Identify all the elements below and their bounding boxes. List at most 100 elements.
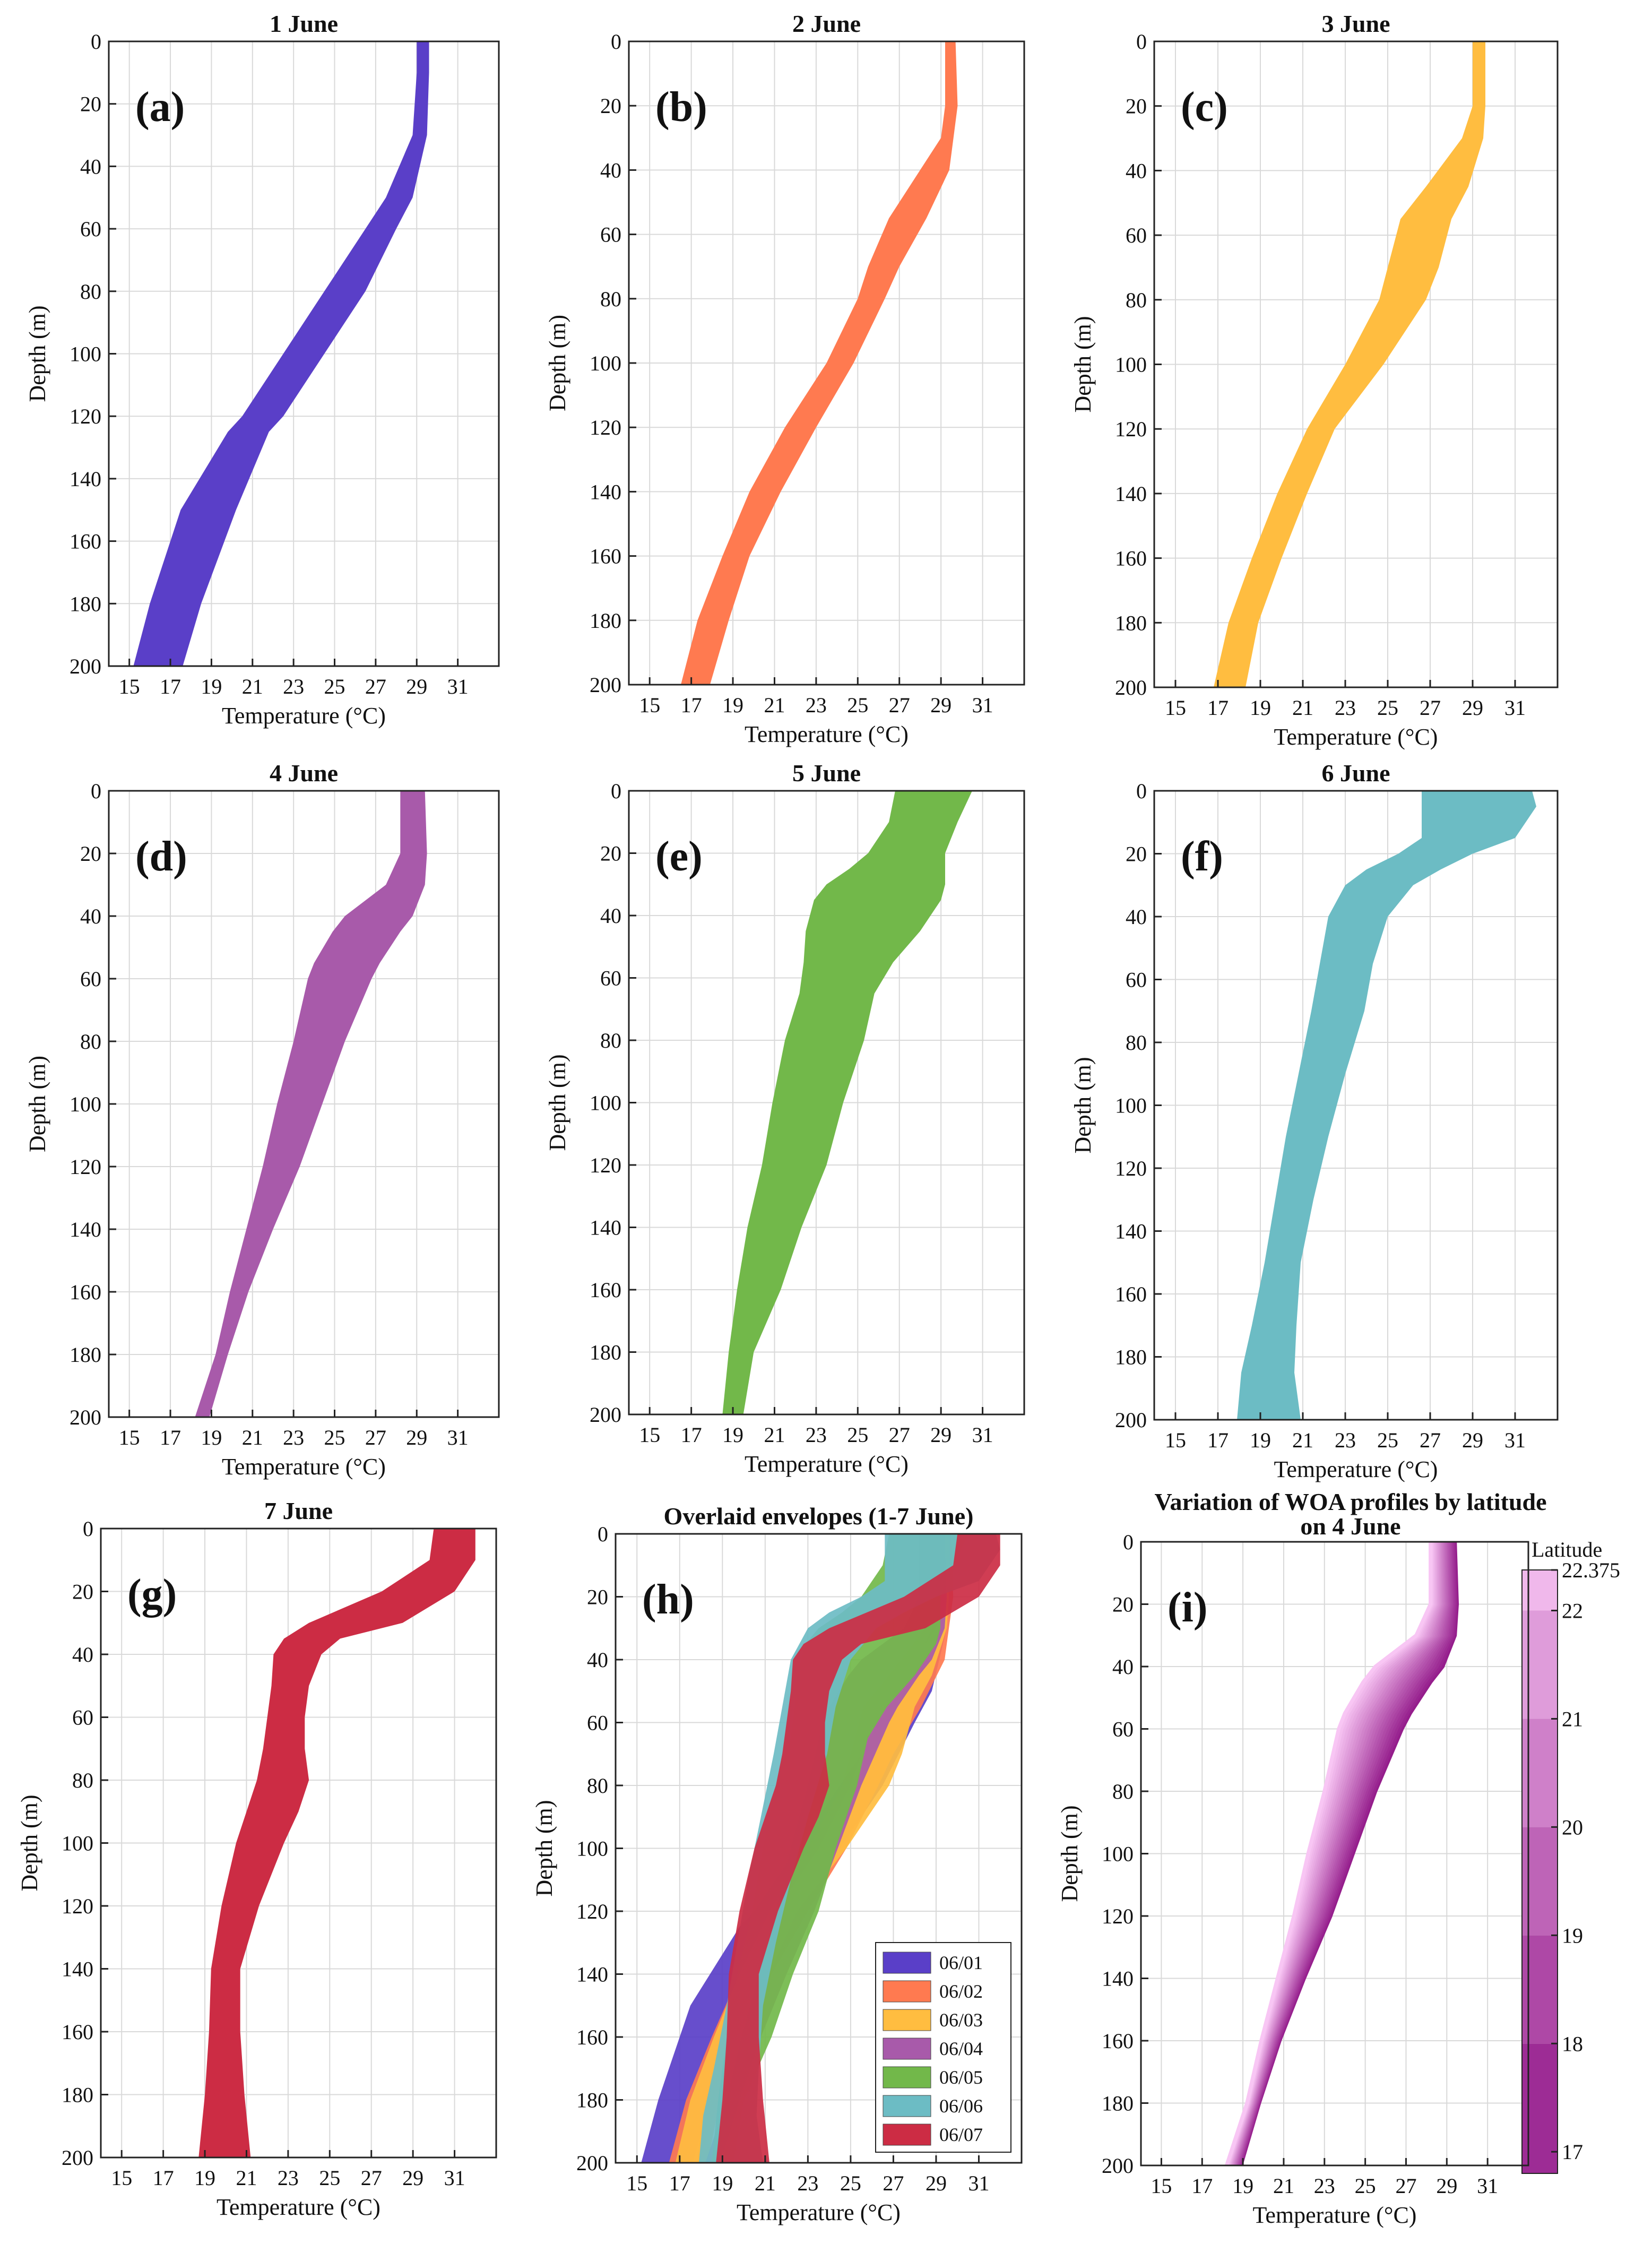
legend-swatch <box>883 2066 931 2088</box>
y-tick-label: 60 <box>1126 223 1147 247</box>
x-tick-label: 27 <box>365 1426 386 1449</box>
colorbar-tick-label: 19 <box>1562 1923 1583 1947</box>
y-tick-label: 20 <box>1126 842 1147 866</box>
y-tick-label: 160 <box>1115 547 1147 571</box>
x-tick-label: 25 <box>1377 696 1398 720</box>
panel-title: 3 June <box>1321 10 1390 37</box>
panel-f: 15 17 19 21 23 25 27 29 31 0 20 40 60 80 100 120 140 160 1… <box>1070 759 1559 1482</box>
panel-c: 15 17 19 21 23 25 27 29 31 0 20 40 60 80 100 120 140 160 1… <box>1070 10 1559 750</box>
y-tick-label: 200 <box>1102 2154 1134 2178</box>
panel-label: (f) <box>1181 833 1223 880</box>
y-axis-label: Depth (m) <box>1070 316 1096 412</box>
x-tick-label: 17 <box>160 1426 181 1449</box>
y-tick-label: 180 <box>62 2083 93 2107</box>
y-tick-label: 40 <box>600 904 621 928</box>
y-tick-label: 0 <box>611 779 621 803</box>
y-tick-label: 140 <box>590 480 621 504</box>
legend-swatch <box>883 2009 931 2031</box>
y-tick-label: 0 <box>91 779 101 803</box>
x-tick-label: 27 <box>883 2171 904 2195</box>
panel-label: (a) <box>135 84 185 131</box>
y-tick-label: 120 <box>70 1155 101 1179</box>
y-tick-label: 200 <box>62 2146 93 2170</box>
x-tick-label: 25 <box>319 2166 340 2190</box>
y-tick-label: 140 <box>70 1218 101 1241</box>
y-tick-label: 0 <box>83 1517 93 1541</box>
y-tick-label: 80 <box>1126 288 1147 312</box>
panel-label: (b) <box>655 84 707 131</box>
panel-e: 15 17 19 21 23 25 27 29 31 0 20 40 60 80 100 120 140 160 1… <box>544 759 1025 1477</box>
y-tick-label: 60 <box>1112 1717 1134 1741</box>
temperature-envelope <box>1214 41 1485 687</box>
x-tick-label: 15 <box>626 2171 647 2195</box>
y-tick-label: 140 <box>62 1957 93 1981</box>
legend-entry: 06/01 <box>939 1952 983 1973</box>
x-tick-label: 25 <box>1355 2174 1376 2198</box>
x-tick-label: 21 <box>1292 1428 1313 1452</box>
x-tick-label: 15 <box>1165 696 1186 720</box>
temperature-envelope <box>133 41 429 666</box>
colorbar-segment <box>1522 1570 1558 1611</box>
y-tick-label: 140 <box>590 1216 621 1240</box>
x-tick-label: 21 <box>764 1423 785 1447</box>
panel-title-line2: on 4 June <box>1300 1513 1400 1540</box>
x-tick-label: 31 <box>1504 1428 1526 1452</box>
x-tick-label: 19 <box>722 693 743 717</box>
x-tick-label: 25 <box>324 1426 345 1449</box>
legend-entry: 06/07 <box>939 2124 983 2145</box>
x-tick-label: 19 <box>1250 1428 1271 1452</box>
x-tick-label: 31 <box>447 675 469 698</box>
panel-label: (e) <box>655 833 703 880</box>
x-tick-label: 23 <box>283 1426 304 1449</box>
x-tick-label: 17 <box>681 693 702 717</box>
temperature-envelope <box>681 41 958 685</box>
legend-swatch <box>883 2095 931 2117</box>
y-tick-label: 100 <box>70 1092 101 1116</box>
x-axis-label: Temperature (°C) <box>217 2194 380 2220</box>
panel-label: (h) <box>642 1576 694 1623</box>
y-tick-label: 160 <box>1115 1282 1147 1306</box>
y-tick-label: 20 <box>600 842 621 866</box>
x-tick-label: 23 <box>1314 2174 1335 2198</box>
y-axis-label: Depth (m) <box>544 1054 570 1151</box>
panel-d: 15 17 19 21 23 25 27 29 31 0 20 40 60 80 100 120 140 160 1… <box>24 759 500 1480</box>
panel-title: Variation of WOA profiles by latitude <box>1154 1488 1546 1515</box>
y-tick-label: 20 <box>600 94 621 118</box>
y-tick-label: 80 <box>587 1774 608 1798</box>
y-tick-label: 140 <box>1115 1220 1147 1244</box>
y-axis-label: Depth (m) <box>24 1056 50 1152</box>
x-tick-label: 21 <box>1292 696 1313 720</box>
colorbar-frame <box>1521 1569 1558 2174</box>
panel-g: 15 17 19 21 23 25 27 29 31 0 20 40 60 80 100 120 140 160 1… <box>16 1497 497 2220</box>
y-tick-label: 40 <box>72 1643 93 1667</box>
x-tick-label: 27 <box>1420 696 1441 720</box>
y-tick-label: 200 <box>590 1403 621 1427</box>
x-tick-label: 31 <box>972 1423 993 1447</box>
x-tick-label: 31 <box>972 693 993 717</box>
y-tick-label: 120 <box>576 1900 608 1923</box>
y-tick-label: 140 <box>70 467 101 491</box>
panel-a: 15 17 19 21 23 25 27 29 31 0 20 40 60 80 100 120 140 160 1… <box>24 10 500 729</box>
colorbar-tick-label: 21 <box>1562 1707 1583 1731</box>
y-tick-label: 180 <box>590 609 621 633</box>
y-tick-label: 160 <box>70 530 101 554</box>
colorbar-tick-label: 22.375 <box>1562 1558 1620 1582</box>
x-axis-label: Temperature (°C) <box>737 2199 901 2225</box>
x-tick-label: 27 <box>361 2166 382 2190</box>
y-tick-label: 80 <box>72 1768 93 1792</box>
legend-entry: 06/06 <box>939 2095 983 2117</box>
y-tick-label: 100 <box>70 342 101 366</box>
x-tick-label: 17 <box>1207 696 1229 720</box>
x-tick-label: 21 <box>242 675 263 698</box>
y-tick-label: 40 <box>1112 1655 1134 1679</box>
x-tick-label: 15 <box>1165 1428 1186 1452</box>
x-tick-label: 29 <box>1462 1428 1483 1452</box>
x-tick-label: 27 <box>889 693 910 717</box>
colorbar-segment <box>1522 1610 1558 1719</box>
x-tick-label: 31 <box>968 2171 989 2195</box>
x-axis-label: Temperature (°C) <box>1253 2202 1417 2228</box>
x-tick-label: 25 <box>1377 1428 1398 1452</box>
y-tick-label: 100 <box>1102 1842 1134 1866</box>
x-tick-label: 19 <box>722 1423 743 1447</box>
